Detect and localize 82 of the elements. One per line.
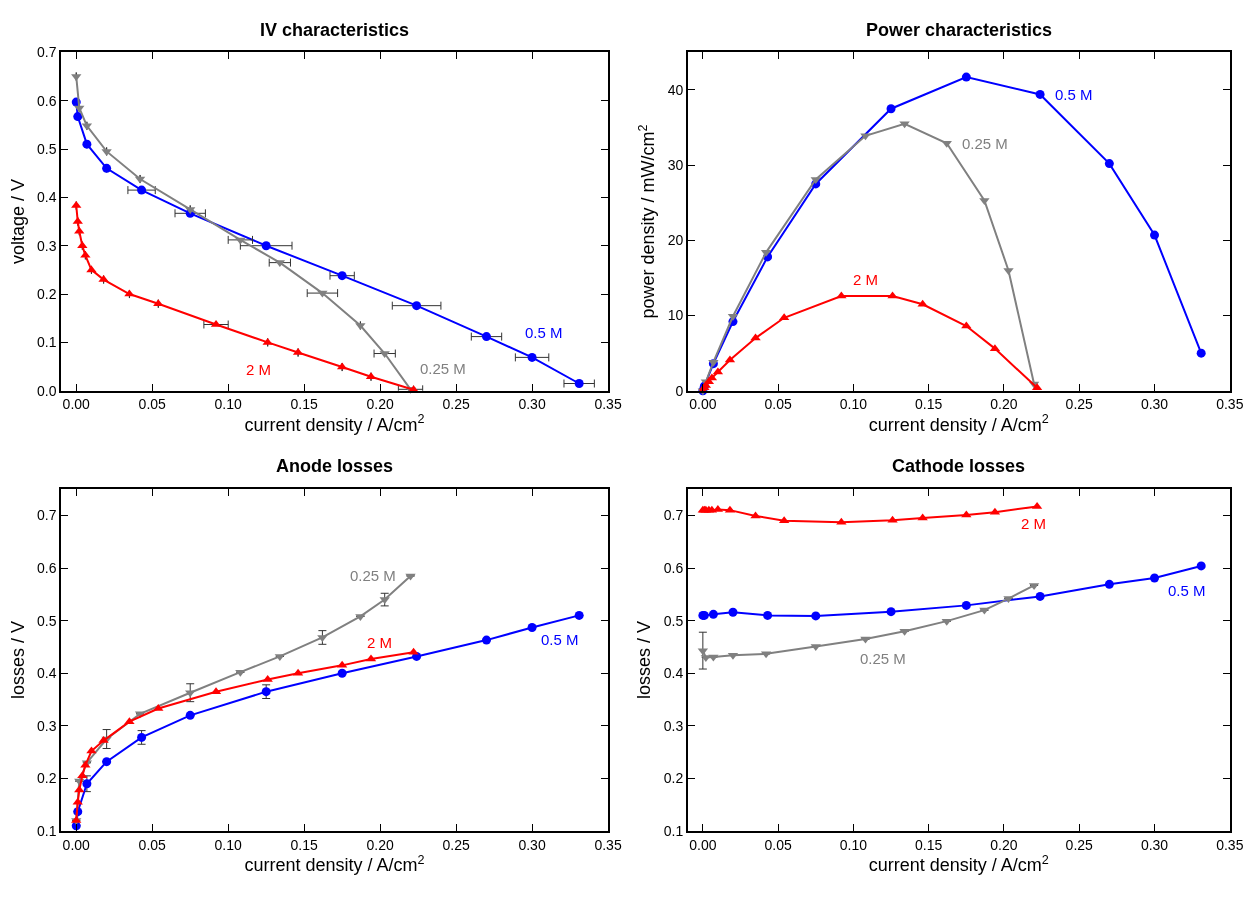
y-tick-label: 0.1 (37, 334, 57, 351)
x-tick-label: 0.10 (214, 396, 243, 413)
y-axis-title: losses / V (634, 621, 655, 700)
x-tick-label: 0.35 (1216, 396, 1244, 413)
x-tick-label: 0.35 (594, 836, 622, 853)
chart-title: IV characteristics (260, 20, 410, 40)
y-tick-label: 0.5 (37, 612, 57, 629)
x-tick-label: 0.15 (915, 836, 943, 853)
y-tick-label: 0.7 (37, 507, 57, 524)
y-tick-label: 0.4 (663, 665, 684, 682)
y-tick-label: 40 (667, 81, 684, 98)
y-tick-label: 0.7 (37, 44, 57, 61)
y-tick-label: 0.6 (37, 559, 57, 576)
x-tick-label: 0.30 (518, 396, 546, 413)
x-tick-label: 0.05 (138, 396, 167, 413)
x-tick-label: 0.00 (62, 396, 91, 413)
annotation: 0.5 M (525, 324, 563, 341)
annotation: 2 M (367, 634, 393, 651)
annotation: 0.25 M (860, 650, 906, 667)
y-tick-label: 0.6 (663, 559, 684, 576)
x-tick-label: 0.20 (990, 396, 1018, 413)
x-tick-label: 0.00 (62, 836, 91, 853)
x-tick-label: 0.30 (1140, 836, 1169, 853)
y-tick-label: 20 (667, 232, 684, 249)
annotation: 0.25 M (962, 135, 1008, 152)
annotation: 2 M (853, 271, 879, 288)
y-tick-label: 0.5 (37, 140, 57, 157)
chart-title: Anode losses (276, 456, 394, 476)
chart-title: Cathode losses (892, 456, 1026, 476)
annotation: 2 M (1021, 515, 1047, 532)
chart-title: Power characteristics (866, 20, 1053, 40)
y-tick-label: 0.2 (37, 770, 57, 787)
x-tick-label: 0.25 (442, 836, 470, 853)
x-tick-label: 0.15 (290, 396, 318, 413)
x-tick-label: 0.05 (764, 836, 792, 853)
y-tick-label: 0.3 (37, 717, 57, 734)
x-tick-label: 0.25 (1065, 396, 1094, 413)
x-tick-label: 0.30 (1140, 396, 1169, 413)
y-tick-label: 0.0 (37, 382, 57, 399)
x-tick-label: 0.05 (138, 836, 167, 853)
x-tick-label: 0.00 (689, 836, 717, 853)
annotation: 2 M (246, 361, 272, 378)
x-tick-label: 0.20 (366, 836, 394, 853)
annotation: 0.25 M (420, 360, 466, 377)
x-tick-label: 0.10 (839, 836, 868, 853)
x-tick-label: 0.25 (1065, 836, 1094, 853)
y-tick-label: 0 (675, 382, 684, 399)
x-tick-label: 0.20 (990, 836, 1018, 853)
x-tick-label: 0.25 (442, 396, 470, 413)
annotation: 0.5 M (1168, 582, 1206, 599)
x-tick-label: 0.15 (290, 836, 318, 853)
x-tick-label: 0.30 (518, 836, 546, 853)
y-axis-title: losses / V (7, 621, 28, 700)
y-tick-label: 30 (667, 157, 684, 174)
y-tick-label: 0.1 (663, 823, 684, 839)
x-tick-label: 0.10 (839, 396, 868, 413)
y-tick-label: 0.2 (37, 285, 57, 302)
x-tick-label: 0.35 (594, 396, 622, 413)
x-tick-label: 0.05 (764, 396, 792, 413)
x-axis-title: current density / A/cm$^{2}$ (244, 412, 425, 435)
annotation: 0.5 M (541, 631, 579, 648)
x-tick-label: 0.35 (1216, 836, 1244, 853)
x-tick-label: 0.20 (366, 396, 394, 413)
y-tick-label: 10 (667, 307, 684, 324)
y-tick-label: 0.4 (37, 189, 57, 206)
x-axis-title: current density / A/cm$^{2}$ (244, 852, 425, 876)
y-tick-label: 0.2 (663, 770, 684, 787)
y-axis-title: voltage / V (7, 178, 28, 265)
annotation: 0.25 M (350, 567, 396, 584)
x-axis-title: current density / A/cm$^{2}$ (868, 412, 1049, 435)
y-tick-label: 0.7 (663, 507, 684, 524)
x-tick-label: 0.15 (915, 396, 943, 413)
y-tick-label: 0.3 (37, 237, 57, 254)
y-tick-label: 0.4 (37, 665, 57, 682)
x-axis-title: current density / A/cm$^{2}$ (868, 852, 1049, 876)
x-tick-label: 0.00 (689, 396, 717, 413)
y-tick-label: 0.1 (37, 823, 57, 839)
y-tick-label: 0.6 (37, 92, 57, 109)
annotation: 0.5 M (1055, 86, 1093, 103)
y-tick-label: 0.5 (663, 612, 684, 629)
y-tick-label: 0.3 (663, 717, 684, 734)
x-tick-label: 0.10 (214, 836, 243, 853)
